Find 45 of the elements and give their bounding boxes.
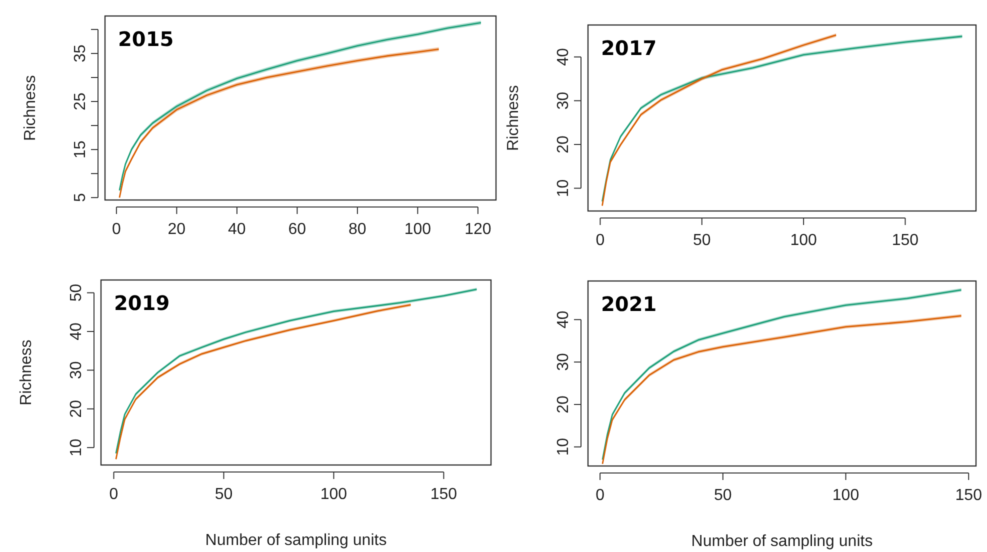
x-tick-label: 50: [714, 487, 732, 504]
y-tick-label: 10: [555, 179, 572, 198]
x-tick-label: 120: [464, 221, 492, 238]
text: 2017: [601, 36, 657, 60]
y-tick-label: 50: [68, 284, 85, 302]
x-tick-label: 0: [112, 221, 121, 238]
x-axis-title: Number of sampling units: [691, 533, 873, 550]
y-axis-title: Richness: [505, 85, 522, 151]
x-tick-label: 0: [596, 232, 605, 249]
y-tick-label: 20: [555, 395, 572, 414]
y-tick-label: 30: [555, 92, 572, 110]
x-tick-label: 150: [430, 486, 458, 503]
x-tick-label: 50: [214, 486, 233, 503]
x-tick-label: 150: [955, 487, 982, 504]
x-tick-label: 100: [832, 487, 860, 504]
x-axis-title: Number of sampling units: [205, 532, 387, 549]
text: 2021: [601, 292, 657, 316]
y-tick-label: 20: [555, 135, 572, 154]
y-axis-title: Richness: [18, 340, 35, 406]
y-tick-label: 30: [555, 353, 572, 371]
y-tick-label: 40: [68, 322, 85, 340]
x-tick-label: 0: [596, 487, 605, 504]
y-tick-label: 25: [72, 92, 89, 110]
y-tick-label: 35: [72, 44, 89, 62]
x-tick-label: 100: [404, 221, 432, 238]
x-tick-label: 100: [320, 486, 348, 503]
x-tick-label: 80: [348, 221, 366, 238]
y-tick-label: 10: [68, 438, 85, 456]
text: 2015: [118, 27, 174, 51]
y-tick-label: 10: [555, 438, 572, 456]
x-tick-label: 20: [168, 221, 186, 238]
y-tick-label: 40: [555, 310, 572, 329]
x-tick-label: 40: [228, 221, 246, 238]
x-tick-label: 50: [692, 232, 711, 249]
y-tick-label: 40: [555, 48, 572, 66]
x-tick-label: 150: [892, 232, 919, 249]
x-tick-label: 0: [109, 486, 118, 503]
text: 2019: [114, 291, 170, 315]
y-axis-title: Richness: [22, 75, 39, 141]
x-tick-label: 60: [288, 221, 306, 238]
y-tick-label: 30: [68, 361, 85, 380]
y-tick-label: 15: [72, 140, 89, 158]
y-tick-label: 5: [72, 193, 89, 202]
x-tick-label: 100: [790, 232, 817, 249]
y-tick-label: 20: [68, 400, 85, 418]
